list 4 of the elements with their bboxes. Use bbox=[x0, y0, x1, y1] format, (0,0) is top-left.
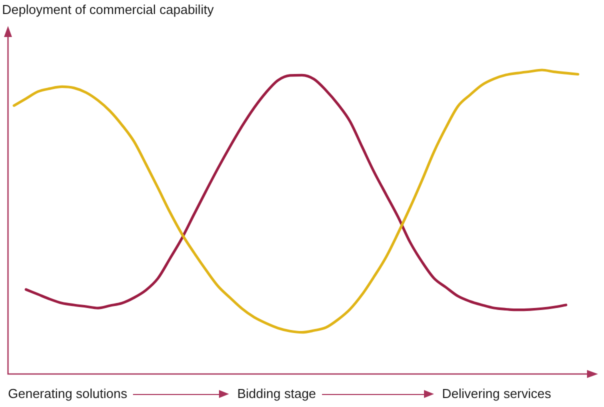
text: Generating solutions bbox=[8, 386, 128, 402]
y-axis-title: Deployment of commercial capability bbox=[2, 2, 214, 18]
text: Delivering services bbox=[442, 386, 552, 402]
text: Bidding stage bbox=[237, 386, 316, 402]
